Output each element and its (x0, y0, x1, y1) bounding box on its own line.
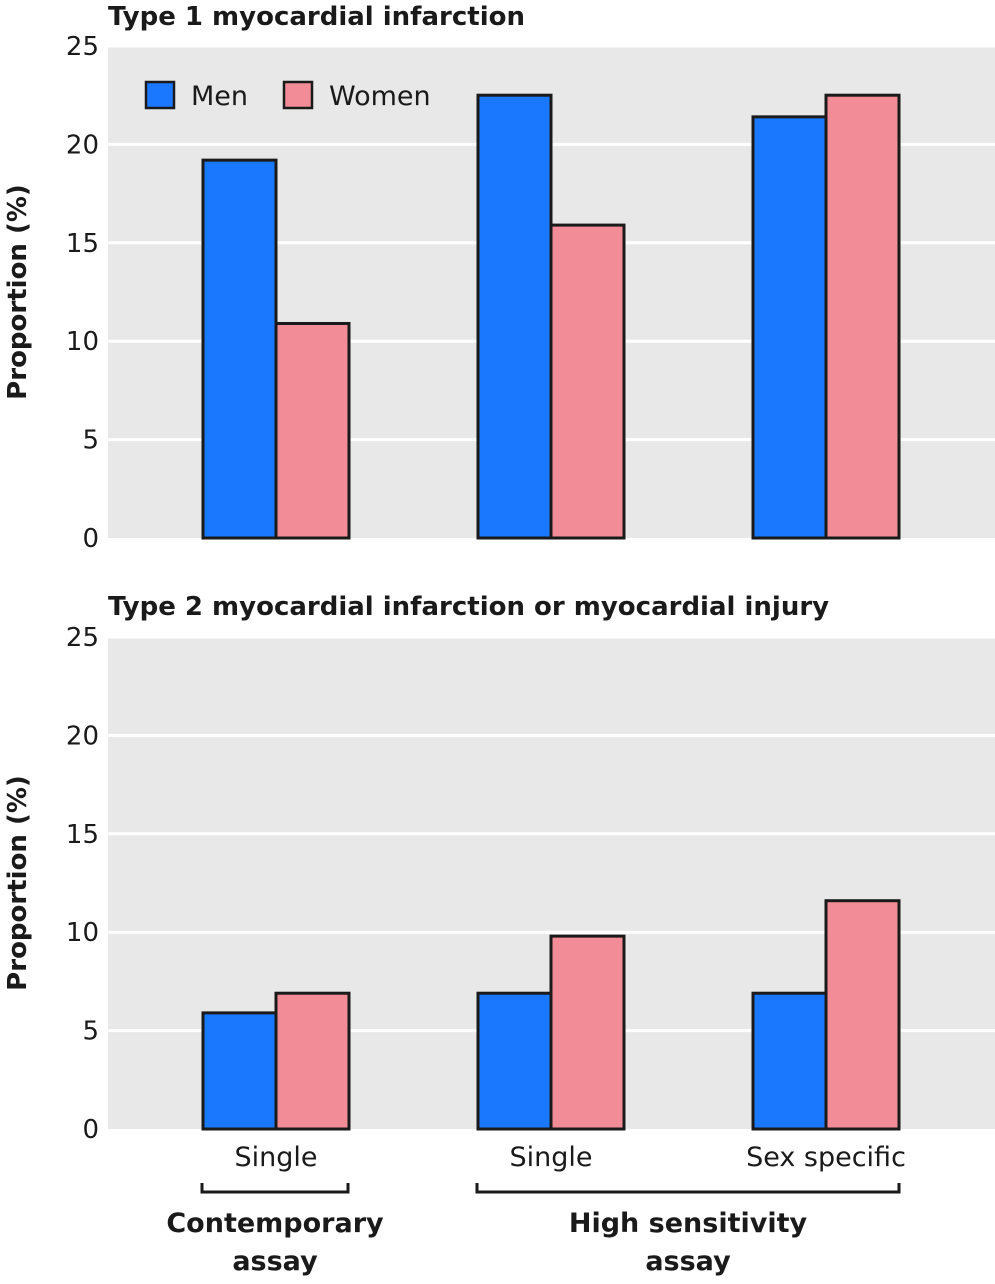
chart-panel-1: 0 5 10 15 20 25 Type 1 myocardial infarction Pr… (3, 2, 995, 554)
y-tick-label: 15 (66, 229, 99, 259)
legend-label-men: Men (191, 81, 248, 112)
bar-men-2 (476, 991, 553, 1131)
chart-title: Type 2 myocardial infarction or myocardi… (108, 592, 829, 622)
bar-men-3 (751, 115, 828, 540)
bar-men-1 (201, 158, 278, 540)
group-bracket (475, 1183, 901, 1194)
x-tick-label: Single (509, 1142, 592, 1173)
group-bracket (200, 1183, 350, 1194)
bar-women-3 (824, 899, 901, 1131)
y-tick-label: 15 (66, 820, 99, 850)
group-label: High sensitivity (569, 1208, 808, 1239)
legend-label-women: Women (329, 81, 431, 112)
bar-women-2 (549, 934, 626, 1131)
bar-women-1 (274, 321, 351, 540)
chart-panel-2: 0 5 10 15 20 25 Type 2 myocardial infarction o… (3, 592, 995, 1145)
y-axis-label: Proportion (%) (3, 184, 33, 400)
bar-men-1 (201, 1011, 278, 1131)
bar-women-1 (274, 991, 351, 1131)
y-tick-label: 25 (66, 32, 99, 62)
y-tick-label: 25 (66, 623, 99, 653)
group-label: assay (232, 1246, 318, 1277)
legend-swatch-men (144, 80, 176, 110)
legend-swatch-women (282, 80, 314, 110)
bar-women-3 (824, 93, 901, 540)
x-tick-label: Single (234, 1142, 317, 1173)
group-label: Contemporary (166, 1208, 384, 1239)
bar-men-2 (476, 93, 553, 540)
y-axis-label: Proportion (%) (3, 775, 33, 991)
y-tick-label: 0 (82, 524, 99, 554)
y-tick-label: 20 (66, 130, 99, 160)
bar-women-2 (549, 223, 626, 540)
x-tick-label: Sex specific (746, 1142, 906, 1173)
y-tick-label: 0 (82, 1115, 99, 1145)
group-label: assay (645, 1246, 731, 1277)
y-tick-label: 5 (82, 1017, 99, 1047)
chart-title: Type 1 myocardial infarction (108, 2, 525, 32)
y-tick-label: 10 (66, 327, 99, 357)
y-tick-label: 10 (66, 918, 99, 948)
y-tick-label: 5 (82, 426, 99, 456)
y-tick-label: 20 (66, 721, 99, 751)
bar-men-3 (751, 991, 828, 1131)
